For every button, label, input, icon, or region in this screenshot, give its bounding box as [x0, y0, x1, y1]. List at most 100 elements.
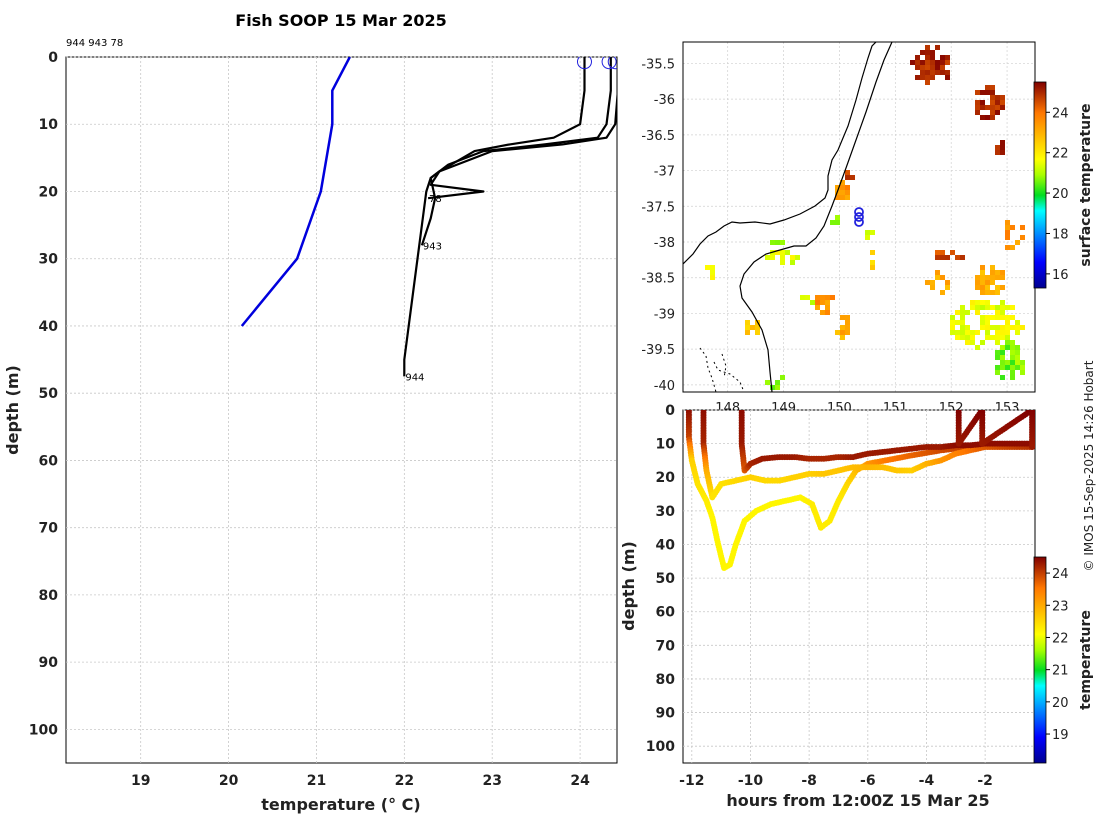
- sst-cell: [960, 255, 965, 260]
- profile-y-tick-label: 40: [39, 319, 59, 335]
- sst-cell: [945, 255, 950, 260]
- sst-cell: [985, 320, 990, 325]
- sst-cell: [975, 275, 980, 280]
- sst-cell: [980, 320, 985, 325]
- sst-cell: [1020, 360, 1025, 365]
- map-colorbar: 16 18 20 22 24 surface temperature: [1033, 81, 1094, 289]
- sst-cell: [940, 275, 945, 280]
- sst-cell: [1015, 345, 1020, 350]
- profile-x-tick-label: 21: [307, 773, 326, 789]
- sst-cell: [840, 325, 845, 330]
- sst-cell: [920, 65, 925, 70]
- profile-y-tick-label: 90: [39, 655, 59, 671]
- map-y-tick-label: -35.5: [641, 57, 675, 72]
- sst-cell: [925, 280, 930, 285]
- sst-cell: [965, 325, 970, 330]
- sst-cell: [1020, 325, 1025, 330]
- sst-cell: [990, 110, 995, 115]
- sst-cell: [995, 290, 1000, 295]
- section-y-tick-label: 30: [656, 504, 676, 520]
- sst-cell: [845, 170, 850, 175]
- sst-cell: [945, 285, 950, 290]
- sst-cell: [975, 310, 980, 315]
- sst-cell: [1005, 325, 1010, 330]
- sst-cell: [930, 280, 935, 285]
- sst-cell: [980, 340, 985, 345]
- sst-cell: [825, 310, 830, 315]
- section-y-tick-label: 100: [646, 739, 675, 755]
- section-y-tick-label: 90: [656, 706, 676, 722]
- sst-cell: [995, 100, 1000, 105]
- map-sst-cells: [705, 45, 1025, 390]
- profile-y-tick-label: 70: [39, 521, 59, 537]
- sst-cell: [1005, 230, 1010, 235]
- sst-cell: [975, 345, 980, 350]
- sst-cell: [935, 65, 940, 70]
- sst-cell: [1000, 365, 1005, 370]
- sst-cell: [930, 70, 935, 75]
- sst-cell: [1010, 325, 1015, 330]
- profile-y-tick-label: 0: [48, 50, 58, 66]
- sst-cell: [1000, 150, 1005, 155]
- sst-cell: [1015, 320, 1020, 325]
- sst-cell: [1000, 100, 1005, 105]
- sst-cell: [710, 265, 715, 270]
- sst-cell: [980, 270, 985, 275]
- sst-cell: [950, 325, 955, 330]
- sst-cell: [770, 255, 775, 260]
- sst-cell: [940, 60, 945, 65]
- section-x-ticks: -12 -10 -8 -6 -4 -2: [679, 773, 993, 789]
- sst-cell: [975, 110, 980, 115]
- section-x-tick-label: -4: [919, 773, 935, 789]
- sst-cell: [985, 305, 990, 310]
- sst-cell: [945, 280, 950, 285]
- sst-cell: [990, 265, 995, 270]
- sst-cell: [1000, 300, 1005, 305]
- sst-cell: [990, 275, 995, 280]
- sst-cell: [745, 330, 750, 335]
- sst-cell: [1005, 365, 1010, 370]
- profile-x-axis-label: temperature (° C): [261, 795, 420, 814]
- sst-cell: [915, 55, 920, 60]
- sst-cell: [825, 295, 830, 300]
- sst-cell: [1010, 305, 1015, 310]
- sst-cell: [1000, 355, 1005, 360]
- sst-cell: [840, 335, 845, 340]
- section-y-tick-label: 70: [656, 638, 676, 654]
- sst-cell: [710, 270, 715, 275]
- sst-cell: [930, 65, 935, 70]
- sst-cell: [935, 275, 940, 280]
- sst-cell: [985, 90, 990, 95]
- sst-cell: [935, 60, 940, 65]
- sst-cell: [780, 240, 785, 245]
- sst-cell: [965, 335, 970, 340]
- sst-cell: [815, 305, 820, 310]
- sst-cell: [990, 270, 995, 275]
- sst-cell: [990, 90, 995, 95]
- sst-cell: [995, 310, 1000, 315]
- sst-cell: [755, 325, 760, 330]
- sst-cell: [1000, 310, 1005, 315]
- profile-x-tick-label: 19: [131, 773, 150, 789]
- sst-cell: [960, 305, 965, 310]
- sst-cell: [995, 365, 1000, 370]
- sst-cell: [1000, 275, 1005, 280]
- sst-cell: [980, 290, 985, 295]
- sst-cell: [775, 380, 780, 385]
- sst-cell: [1005, 235, 1010, 240]
- profile-start-marker: [607, 57, 617, 70]
- sst-cell: [840, 330, 845, 335]
- sst-cell: [975, 100, 980, 105]
- sst-cell: [835, 195, 840, 200]
- sst-cell: [705, 265, 710, 270]
- sst-cell: [960, 325, 965, 330]
- sst-cell: [835, 330, 840, 335]
- sst-cell: [975, 105, 980, 110]
- sst-cell: [940, 55, 945, 60]
- sst-cell: [985, 105, 990, 110]
- profile-grid: [66, 56, 617, 763]
- sst-cell: [925, 75, 930, 80]
- sst-cell: [945, 55, 950, 60]
- sst-cell: [770, 240, 775, 245]
